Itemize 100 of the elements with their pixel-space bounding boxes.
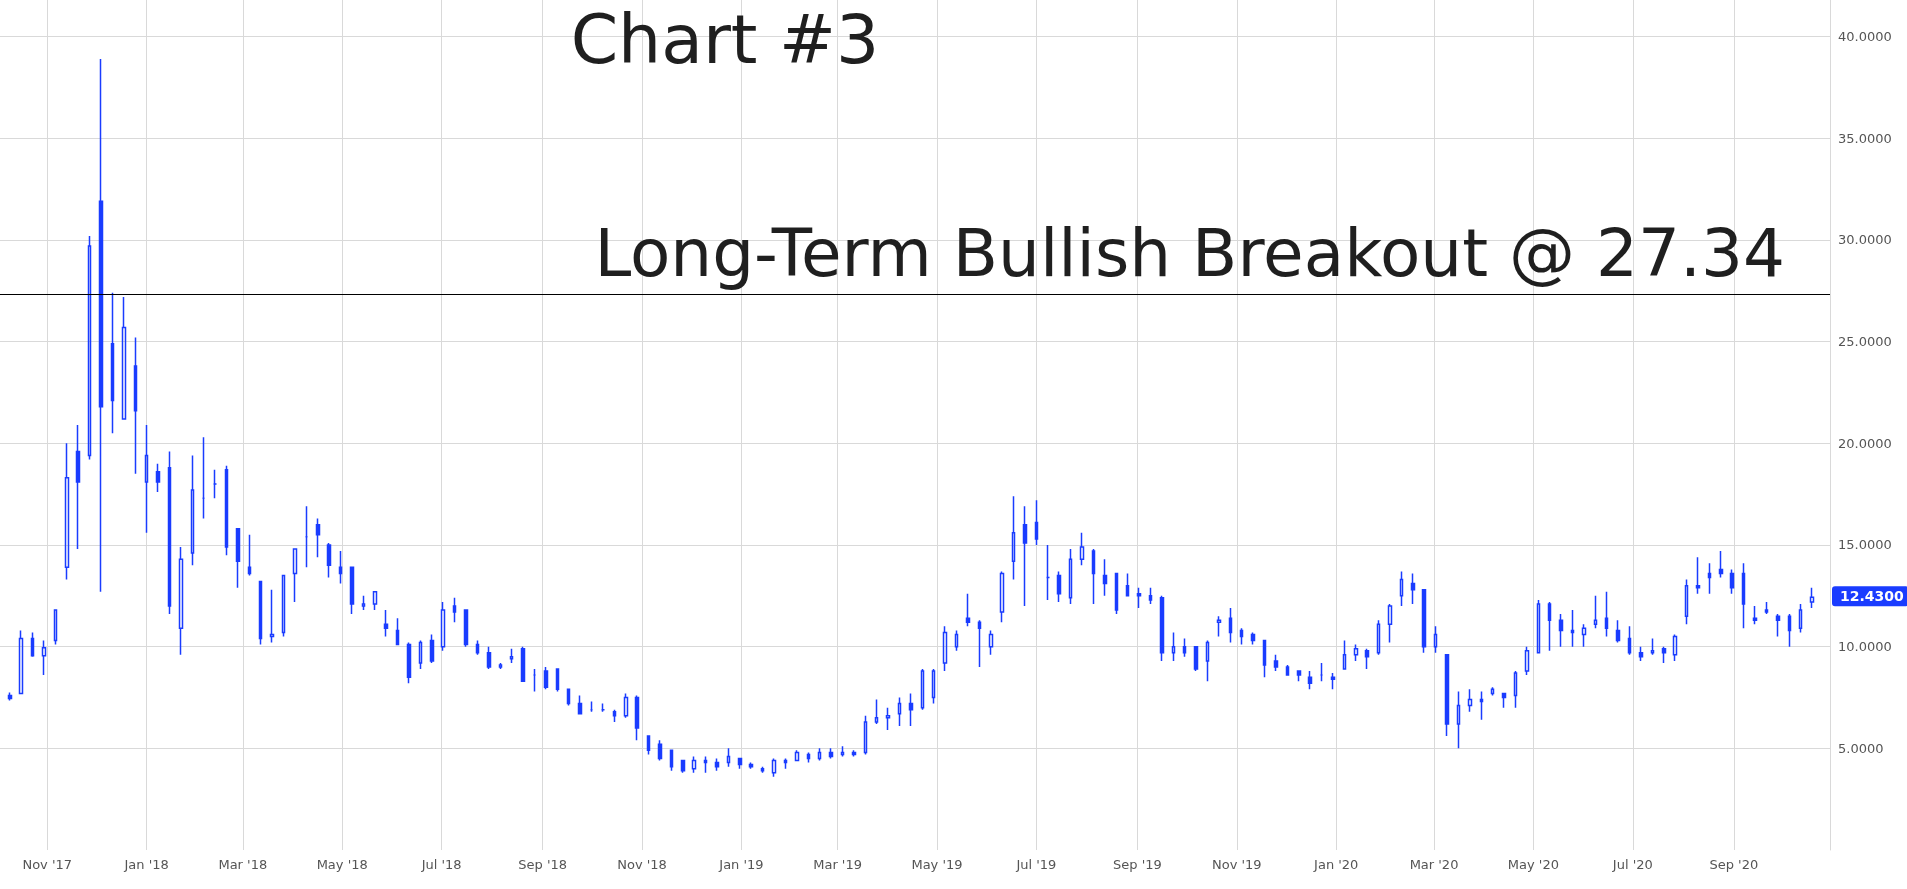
candlestick [1239,627,1244,646]
candlestick [1558,613,1564,648]
candlestick [920,668,925,711]
candlestick [30,631,35,658]
candlestick [1399,570,1404,607]
candlestick [1102,558,1108,597]
candlestick [794,749,800,762]
candlestick [1741,562,1746,630]
candlestick [1479,690,1484,721]
y-tick-label: 5.0000 [1838,740,1884,756]
candlestick [965,593,971,628]
candlestick [874,698,879,725]
candlestick [1524,645,1530,676]
candlestick [760,765,765,774]
candlestick [281,574,286,638]
candlestick [361,595,366,611]
candlestick [1342,639,1347,670]
x-tick-label: Nov '19 [1212,857,1262,872]
candlestick [1467,688,1473,713]
x-tick-label: Mar '20 [1409,857,1459,872]
candlestick [1262,639,1267,678]
candlestick [406,641,412,684]
candlestick [543,666,549,691]
x-tick-label: Nov '18 [617,857,667,872]
candlestick [1501,692,1507,709]
candlestick [1068,548,1073,605]
candlestick [657,739,663,762]
candlestick [87,235,92,461]
candlestick [1011,495,1016,581]
candlestick [201,436,206,520]
candlestick [1513,670,1518,709]
candlestick [1171,631,1176,662]
candlestick [1798,603,1803,634]
candlestick [121,296,127,420]
candlestick [1182,637,1187,658]
x-tick-label: May '20 [1507,857,1559,872]
candlestick [1421,588,1427,654]
x-tick-label: Nov '17 [22,857,73,872]
candlestick [53,609,58,646]
candlestick [988,629,994,656]
candlestick [383,609,389,638]
candlestick [1444,654,1450,737]
y-tick-label: 40.0000 [1838,29,1892,45]
candlestick [1307,670,1313,691]
x-tick-label: Jan '20 [1313,857,1359,872]
candlestick [133,336,138,475]
candlestick [7,691,13,702]
candlestick [1684,578,1689,626]
candlestick [1136,586,1142,609]
candlestick [726,747,731,768]
candlestick [315,517,321,558]
candlestick [1159,595,1165,662]
candlestick [999,570,1005,623]
candlestick [292,548,298,603]
candlestick [1387,603,1393,644]
x-tick-label: Sep '19 [1113,857,1162,872]
candlestick [612,708,617,723]
candlestick [509,647,514,664]
candlestick [623,692,629,719]
candlestick [18,629,24,695]
x-tick-label: Mar '19 [813,857,862,872]
candlestick [577,694,583,715]
candlestick [304,505,309,569]
candlestick [714,757,720,772]
candlestick [1707,562,1712,595]
candlestick [1650,637,1655,656]
x-tick-label: Jan '18 [123,857,169,872]
candlestick [486,645,492,670]
candlestick [1433,625,1438,654]
candlestick [1410,572,1416,605]
candlestick [418,639,423,670]
candlestick [98,58,104,593]
chart-title: Chart #3 [570,0,880,79]
candlestick [703,755,708,774]
candlestick [1125,572,1130,597]
x-tick-label: Mar '18 [218,857,268,872]
candlestick [817,747,822,762]
candlestick [212,468,218,499]
y-tick-label: 25.0000 [1838,334,1892,350]
text: 12.4300 [1840,588,1905,605]
candlestick [1672,633,1678,662]
candlestick [783,757,788,770]
candlestick [771,757,777,778]
candlestick [338,550,343,585]
x-tick-label: May '18 [316,857,368,872]
y-tick-label: 10.0000 [1838,639,1892,655]
candlestick [1285,664,1290,676]
candlestick [1787,613,1792,648]
candlestick [235,527,241,589]
x-tick-label: Sep '20 [1709,857,1759,872]
candlestick [247,534,252,577]
candlestick [395,617,400,646]
candlestick [190,454,195,567]
candlestick [1205,639,1210,682]
x-tick-label: Sep '18 [518,857,568,872]
candlestick [1752,605,1758,626]
candlestick [954,629,959,652]
candlestick [1091,548,1096,605]
candlestick [1536,599,1541,654]
candlestick [1056,570,1062,603]
